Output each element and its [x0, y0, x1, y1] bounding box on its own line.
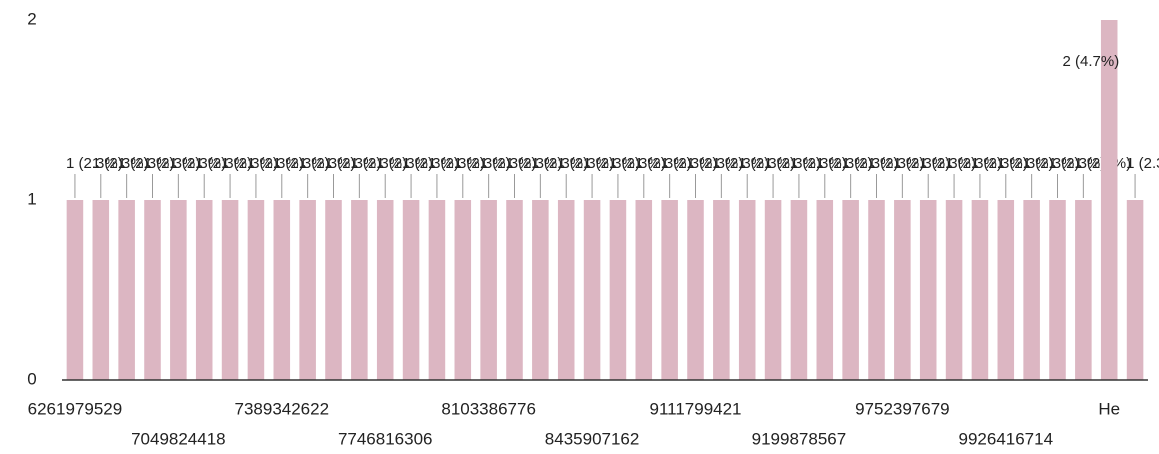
value-label: 1 (2.3%): [583, 155, 640, 172]
value-label: 1 (2.3%): [376, 155, 433, 172]
x-tick-label: 6261979529: [28, 399, 123, 418]
bar: [402, 200, 420, 380]
bar: [868, 200, 885, 380]
value-label: 1 (2.3%): [557, 155, 614, 172]
value-label: 1 (2.3%): [247, 155, 304, 172]
value-label: 1 (2.3%): [273, 155, 330, 172]
bar: [454, 200, 472, 380]
value-label: 1 (2.3%): [92, 155, 149, 172]
bar: [919, 200, 937, 380]
bar: [351, 200, 368, 380]
x-tick-label: 9752397679: [855, 399, 950, 418]
bar: [1100, 20, 1118, 380]
value-label: 1 (2.3%): [454, 155, 511, 172]
bar: [66, 200, 84, 380]
value-label: 1 (2.3%): [221, 155, 278, 172]
bar: [92, 200, 110, 380]
value-label: 1 (2.3%): [919, 155, 976, 172]
x-tick-label: 9111799421: [649, 399, 741, 418]
bar: [764, 200, 782, 380]
bar: [170, 200, 187, 380]
bar: [376, 200, 394, 380]
x-tick-label: 8103386776: [441, 399, 536, 418]
value-label: 1 (2.3%): [325, 155, 382, 172]
bar: [428, 200, 446, 380]
value-label: 1 (2.3%): [816, 155, 873, 172]
bar: [816, 200, 834, 380]
y-tick-label: 2: [27, 9, 36, 28]
bar: [1075, 200, 1092, 380]
bar: [609, 200, 627, 380]
value-label: 1 (2.3%): [635, 155, 692, 172]
bar: [299, 200, 316, 380]
x-tick-label: 7389342622: [235, 399, 330, 418]
value-label: 1 (2.3%): [480, 155, 537, 172]
value-label: 1 (2.3%): [609, 155, 666, 172]
x-tick-label: 7746816306: [338, 429, 433, 448]
bar: [738, 200, 756, 380]
y-tick-label: 1: [27, 189, 36, 208]
y-tick-label: 0: [27, 369, 36, 388]
value-label: 1 (2.3%): [971, 155, 1028, 172]
value-label: 1 (2.3%): [1126, 155, 1159, 172]
value-label: 1 (2.3%): [531, 155, 588, 172]
x-tick-label: He: [1098, 399, 1120, 418]
bar: [273, 200, 291, 380]
value-label: 2 (4.7%): [1063, 53, 1120, 70]
x-tick-label: 7049824418: [131, 429, 226, 448]
value-label: 1 (2.3%): [299, 155, 356, 172]
value-label: 1 (2.3%): [66, 155, 123, 172]
bar: [144, 200, 161, 380]
value-label: 1 (2.3%): [428, 155, 485, 172]
bar: [661, 200, 678, 380]
bar: [687, 200, 704, 380]
value-label: 1 (2.3%): [661, 155, 718, 172]
value-label: 1 (2.3%): [738, 155, 795, 172]
value-label: 1 (2.3%): [945, 155, 1002, 172]
bar: [713, 200, 730, 380]
bar: [506, 200, 523, 380]
bar: [945, 200, 963, 380]
bar: [1023, 200, 1040, 380]
bar: [971, 200, 989, 380]
value-label: 1 (2.3%): [195, 155, 252, 172]
bar: [325, 200, 342, 380]
value-label: 1 (2.3%): [506, 155, 563, 172]
bar: [894, 200, 911, 380]
x-tick-label: 9199878567: [752, 429, 847, 448]
value-label: 1 (2.3%): [1023, 155, 1080, 172]
value-label: 1 (2.3%): [893, 155, 950, 172]
bar: [635, 200, 653, 380]
bar: [842, 200, 859, 380]
bar: [480, 200, 497, 380]
value-label: 1 (2.3%): [687, 155, 744, 172]
value-label: 1 (2.3%): [350, 155, 407, 172]
bar: [583, 200, 601, 380]
bar: [118, 200, 135, 380]
x-tick-label: 8435907162: [545, 429, 640, 448]
x-tick-label: 9926416714: [959, 429, 1054, 448]
value-label: 1 (2.3%): [868, 155, 925, 172]
bar: [532, 200, 549, 380]
value-label: 1 (2.3%): [764, 155, 821, 172]
value-label: 1 (2.3%): [118, 155, 175, 172]
value-label: 1 (2.3%): [1049, 155, 1106, 172]
bar: [790, 200, 808, 380]
value-label: 1 (2.3%): [402, 155, 459, 172]
bar: [997, 200, 1015, 380]
value-label: 1 (2.3%): [842, 155, 899, 172]
bar: [221, 200, 239, 380]
value-label: 1 (2.3%): [144, 155, 201, 172]
bar: [1049, 200, 1066, 380]
bar: [557, 200, 575, 380]
bar: [247, 200, 265, 380]
bar: [195, 200, 213, 380]
value-label: 1 (2.3%): [997, 155, 1054, 172]
value-label: 1 (2.3%): [712, 155, 769, 172]
value-label: 1 (2.3%): [790, 155, 847, 172]
value-label: 1 (2.3%): [169, 155, 226, 172]
bar: [1126, 200, 1144, 380]
